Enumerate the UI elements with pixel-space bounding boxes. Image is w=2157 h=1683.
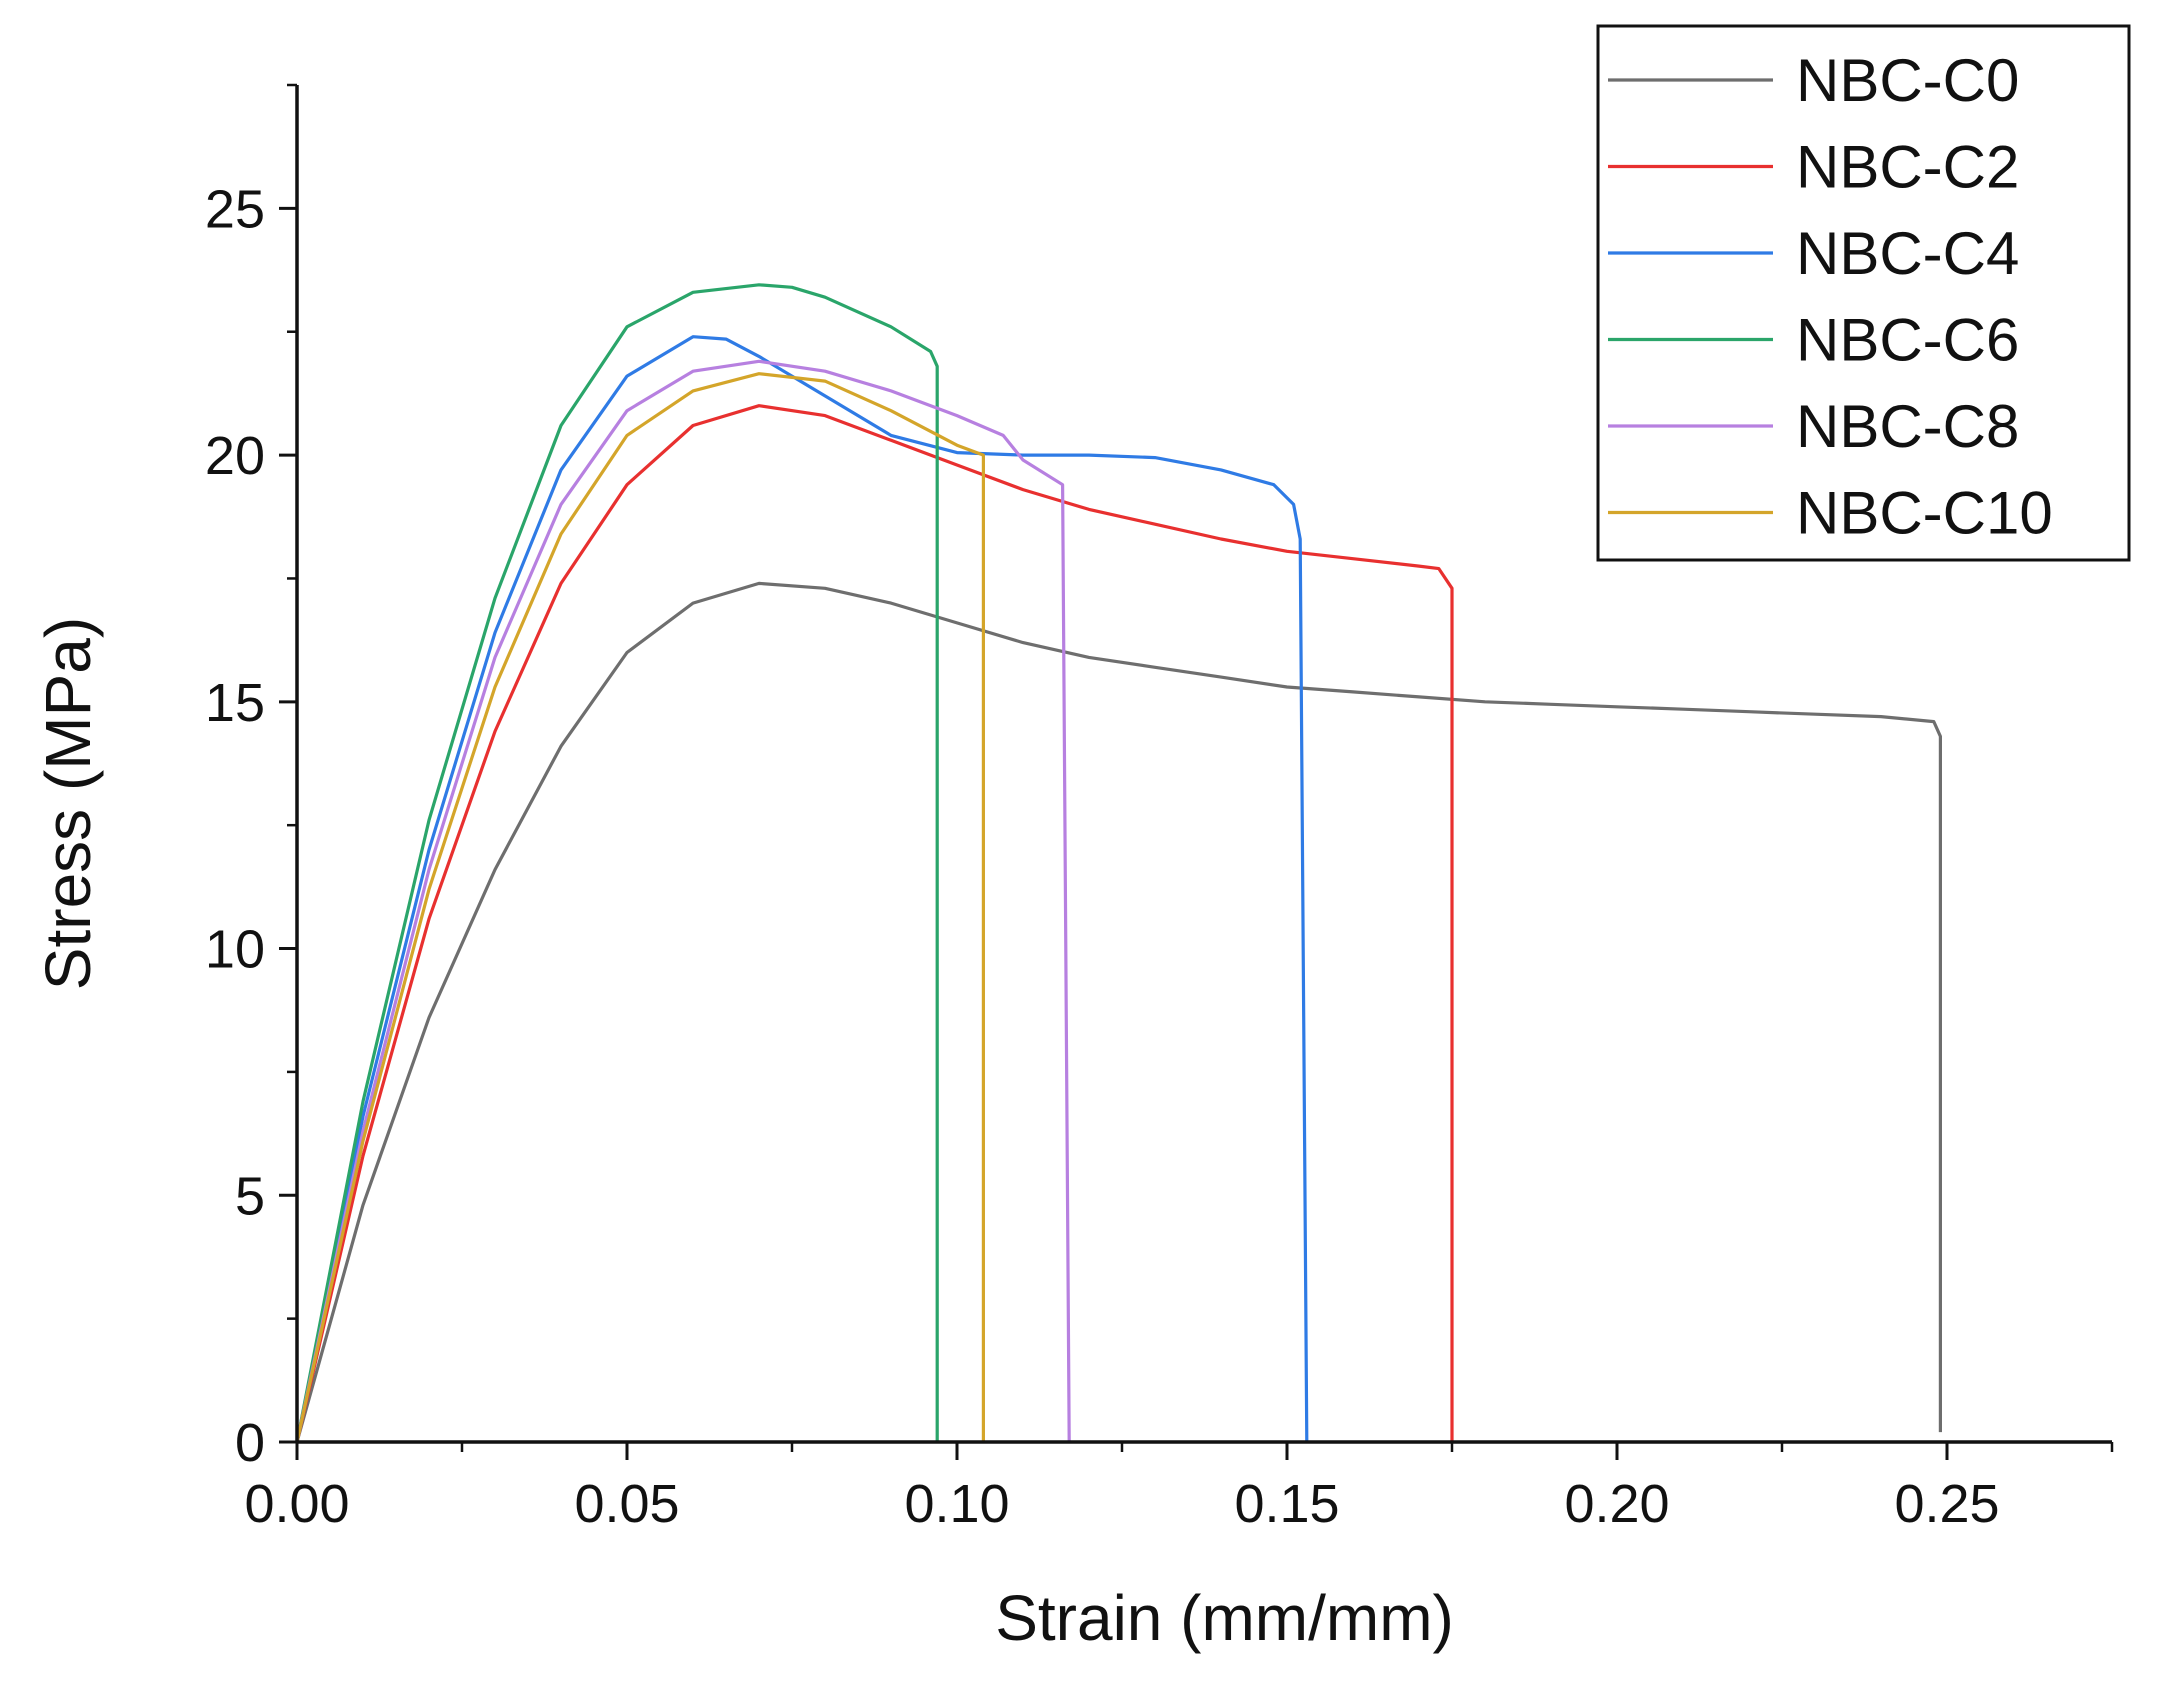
x-tick-label: 0.25 — [1894, 1474, 1999, 1534]
legend-label: NBC-C8 — [1796, 393, 2019, 460]
x-tick-label: 0.15 — [1234, 1474, 1339, 1534]
y-axis-title: Stress (MPa) — [32, 617, 104, 990]
y-tick-label: 15 — [205, 673, 265, 733]
legend-label: NBC-C6 — [1796, 307, 2019, 374]
legend-label: NBC-C0 — [1796, 47, 2019, 114]
series-line-nbc-c0 — [295, 581, 1942, 1443]
series-line-nbc-c10 — [295, 372, 985, 1443]
x-axis-title: Strain (mm/mm) — [995, 1582, 1454, 1654]
series-line-nbc-c2 — [295, 404, 1454, 1443]
x-tick-label: 0.20 — [1564, 1474, 1669, 1534]
legend: NBC-C0 NBC-C2 NBC-C4 NBC-C6 NBC-C8 NBC-C10 — [1596, 24, 2131, 562]
legend-label: NBC-C4 — [1796, 220, 2019, 287]
legend-label: NBC-C10 — [1796, 480, 2053, 547]
series-layer — [295, 283, 1942, 1443]
y-tick-label: 0 — [235, 1413, 265, 1473]
series-line-nbc-c6 — [295, 283, 939, 1443]
y-tick-label: 20 — [205, 426, 265, 486]
legend-label: NBC-C2 — [1796, 134, 2019, 201]
x-tick-label: 0.05 — [574, 1474, 679, 1534]
x-tick-label: 0.10 — [904, 1474, 1009, 1534]
y-tick-label: 25 — [205, 179, 265, 239]
axes-layer: 0.00 0.05 0.10 0.15 0.20 0.25 0 5 10 15 20 25 Strain… — [32, 83, 2114, 1654]
series-line-nbc-c4 — [295, 335, 1309, 1443]
y-tick-label: 10 — [205, 920, 265, 980]
y-tick-label: 5 — [235, 1166, 265, 1226]
legend-box — [1596, 24, 2131, 562]
series-line-nbc-c8 — [295, 359, 1071, 1443]
x-tick-label: 0.00 — [244, 1474, 349, 1534]
